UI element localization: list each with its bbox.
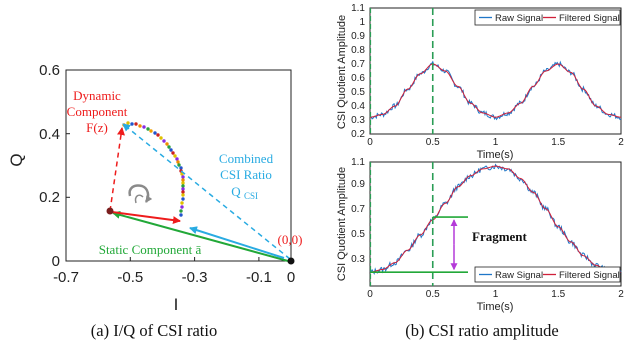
bottom-legend-raw: Raw Signal xyxy=(495,270,543,281)
iq-y-ticks: 0 0.2 0.4 0.6 xyxy=(39,62,70,270)
caption-left: (a) I/Q of CSI ratio xyxy=(91,321,217,340)
iq-arc-dots xyxy=(122,121,185,217)
static-label: Static Component ā xyxy=(99,242,202,257)
caption-right: (b) CSI ratio amplitude xyxy=(405,321,559,340)
iq-chart: 0 0.2 0.4 0.6 -0.7 -0.5 -0.3 -0.1 0 I Q xyxy=(7,62,302,314)
top-xtick-0: 0 xyxy=(367,137,373,148)
dynamic-component-arrow xyxy=(109,127,125,212)
bottom-xtick-3: 1.5 xyxy=(551,289,565,300)
bottom-ylabel: CSI Quotient Amplitude xyxy=(336,167,348,281)
bottom-plot-frame xyxy=(369,161,622,287)
bottom-ytick-4: 1.1 xyxy=(351,157,365,168)
top-xlabel: Time(s) xyxy=(477,149,514,161)
top-xtick-4: 2 xyxy=(618,137,624,148)
top-xtick-1: 0.5 xyxy=(426,137,440,148)
top-y-ticks: 0.2 0.3 0.4 0.5 0.6 0.7 0.8 0.9 1 1.1 xyxy=(351,3,365,140)
combined-csi-solid-arrow xyxy=(189,226,285,259)
top-ytick-2: 0.4 xyxy=(351,101,365,112)
iq-xtick-1: -0.5 xyxy=(117,269,143,286)
iq-xtick-2: -0.3 xyxy=(182,269,208,286)
top-plot-frame xyxy=(369,7,622,135)
bottom-legend: Raw Signal Filtered Signal xyxy=(474,266,621,283)
bottom-ytick-2: 0.7 xyxy=(351,204,365,215)
bottom-y-ticks: 0.3 0.5 0.7 0.9 1.1 xyxy=(351,157,365,265)
iq-ytick-0: 0 xyxy=(52,253,60,270)
dynamic-short-arrow xyxy=(111,211,181,225)
top-legend-filtered: Filtered Signal xyxy=(559,13,620,24)
top-filtered-signal-line xyxy=(369,63,622,118)
bottom-ytick-0: 0.3 xyxy=(351,254,365,265)
bottom-xtick-1: 0.5 xyxy=(426,289,440,300)
combined-label-1: Combined xyxy=(219,151,274,166)
combined-label-2: CSI Ratio xyxy=(220,167,272,182)
top-ytick-6: 0.8 xyxy=(351,45,365,56)
dynamic-label-3: F(z) xyxy=(86,120,108,135)
rotation-arrow-small-icon xyxy=(134,194,144,204)
top-ytick-1: 0.3 xyxy=(351,115,365,126)
iq-ylabel: Q xyxy=(7,153,26,166)
iq-xtick-0: -0.7 xyxy=(53,269,79,286)
origin-label: (0,0) xyxy=(278,232,303,247)
iq-plot-frame xyxy=(65,69,292,262)
iq-x-ticks: -0.7 -0.5 -0.3 -0.1 0 xyxy=(53,257,295,286)
top-ytick-7: 0.9 xyxy=(351,31,365,42)
top-raw-signal-line xyxy=(369,60,622,121)
static-endpoint-dot xyxy=(106,207,114,215)
iq-ytick-3: 0.6 xyxy=(39,62,60,79)
bottom-amplitude-chart: 0.3 0.5 0.7 0.9 1.1 0 0.5 1 1.5 2 Time(s… xyxy=(336,157,624,313)
iq-ytick-1: 0.2 xyxy=(39,189,60,206)
dynamic-label-2: Component xyxy=(67,104,128,119)
top-legend-raw: Raw Signal xyxy=(495,13,543,24)
bottom-raw-signal-line xyxy=(369,163,622,276)
iq-ytick-2: 0.4 xyxy=(39,126,60,143)
top-ytick-0: 0.2 xyxy=(351,129,365,140)
bottom-legend-filtered: Filtered Signal xyxy=(559,270,620,281)
top-x-ticks: 0 0.5 1 1.5 2 xyxy=(367,137,624,148)
bottom-xtick-4: 2 xyxy=(618,289,624,300)
bottom-ytick-1: 0.5 xyxy=(351,229,365,240)
top-xtick-2: 1 xyxy=(493,137,499,148)
static-component-arrow xyxy=(112,210,289,262)
bottom-x-ticks: 0 0.5 1 1.5 2 xyxy=(367,289,624,300)
top-legend: Raw Signal Filtered Signal xyxy=(474,9,621,26)
top-ytick-9: 1.1 xyxy=(351,3,365,14)
rotation-arrow-icon xyxy=(128,184,153,203)
iq-xtick-4: 0 xyxy=(287,269,295,286)
top-ytick-8: 1 xyxy=(359,17,365,28)
origin-dot xyxy=(287,257,295,265)
top-amplitude-chart: 0.2 0.3 0.4 0.5 0.6 0.7 0.8 0.9 1 1.1 0 … xyxy=(336,3,624,161)
bottom-xtick-0: 0 xyxy=(367,289,373,300)
top-ylabel: CSI Quotient Amplitude xyxy=(336,15,348,129)
top-ytick-4: 0.6 xyxy=(351,73,365,84)
dynamic-label-1: Dynamic xyxy=(73,88,121,103)
fragment-label: Fragment xyxy=(472,229,528,244)
top-xtick-3: 1.5 xyxy=(551,137,565,148)
bottom-xtick-2: 1 xyxy=(493,289,499,300)
top-ytick-5: 0.7 xyxy=(351,59,365,70)
combined-label-3: Q xyxy=(231,184,241,199)
iq-xtick-3: -0.1 xyxy=(246,269,272,286)
top-ytick-3: 0.5 xyxy=(351,87,365,98)
combined-label-3-sub: CSI xyxy=(244,191,258,201)
iq-xlabel: I xyxy=(174,295,179,314)
bottom-xlabel: Time(s) xyxy=(477,301,514,313)
bottom-filtered-signal-line xyxy=(370,165,621,273)
bottom-ytick-3: 0.9 xyxy=(351,179,365,190)
